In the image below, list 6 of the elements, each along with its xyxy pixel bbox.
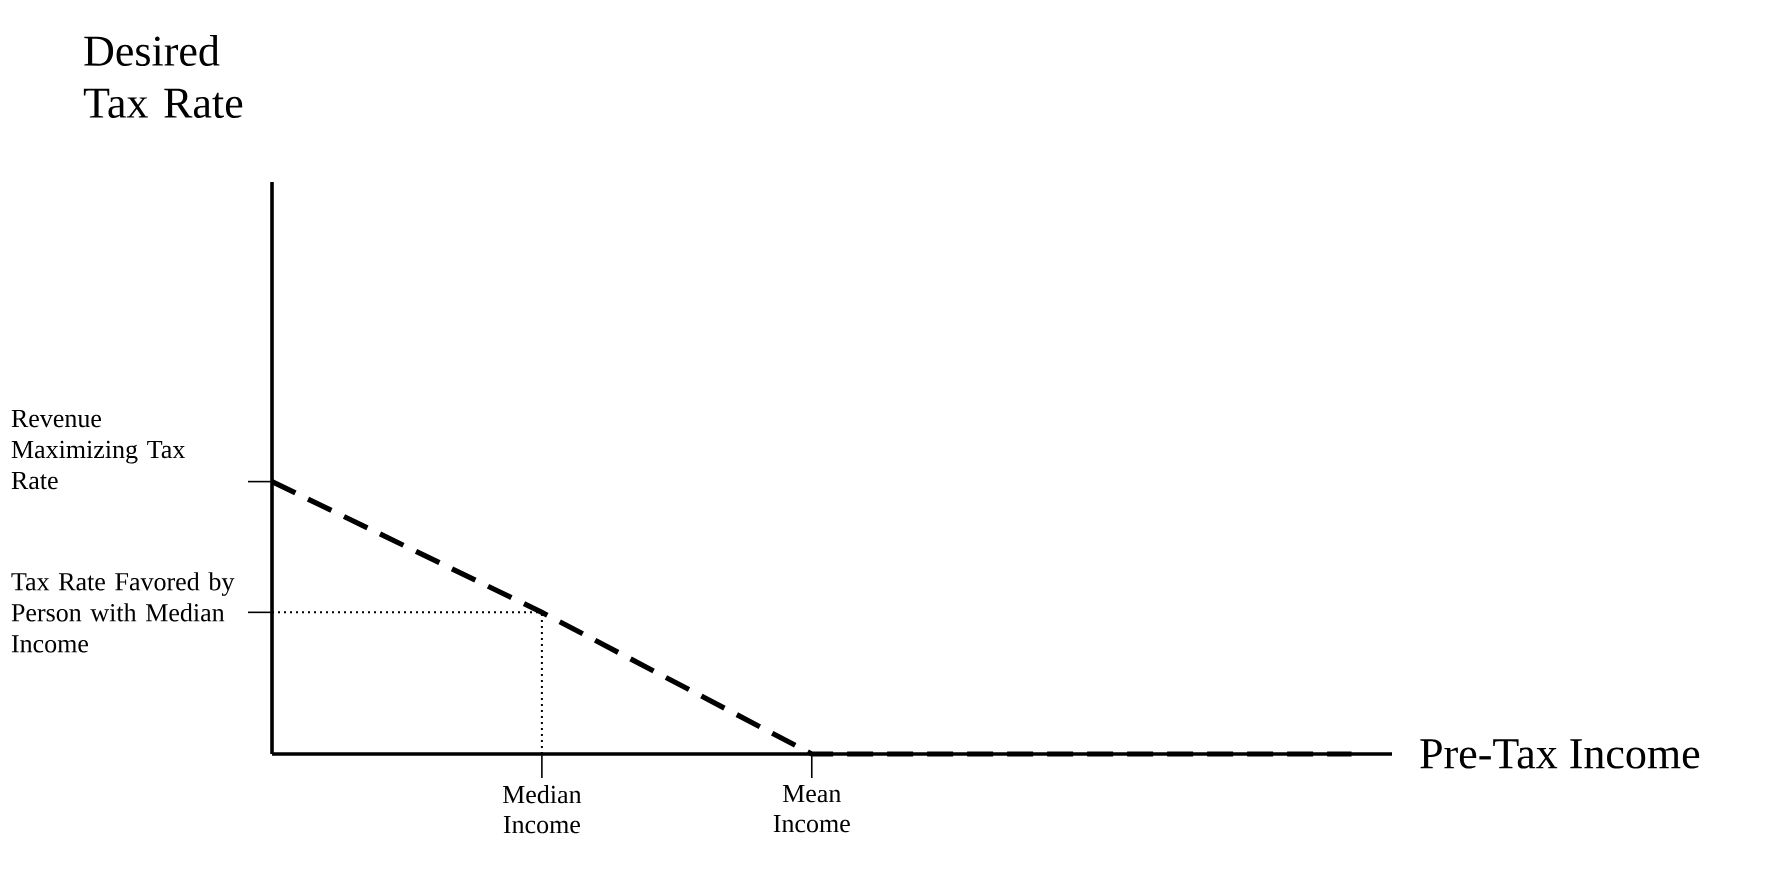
x-axis-title: Pre-Tax Income — [1420, 739, 1700, 769]
text: Desired Tax Rate — [83, 35, 243, 119]
x-tick-label: Median Income — [502, 785, 582, 834]
ref-line-label: Tax Rate Favored by Person with Median Income — [11, 572, 235, 653]
x-tick-label: Mean Income — [773, 785, 850, 833]
text: Revenue Maximizing Tax Rate — [11, 409, 186, 490]
